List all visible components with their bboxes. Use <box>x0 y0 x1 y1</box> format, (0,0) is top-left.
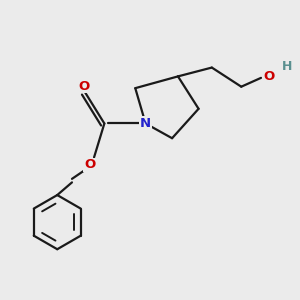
Text: N: N <box>140 117 151 130</box>
Text: H: H <box>282 61 293 74</box>
Text: O: O <box>84 158 95 171</box>
Text: O: O <box>263 70 274 83</box>
Text: O: O <box>78 80 89 93</box>
